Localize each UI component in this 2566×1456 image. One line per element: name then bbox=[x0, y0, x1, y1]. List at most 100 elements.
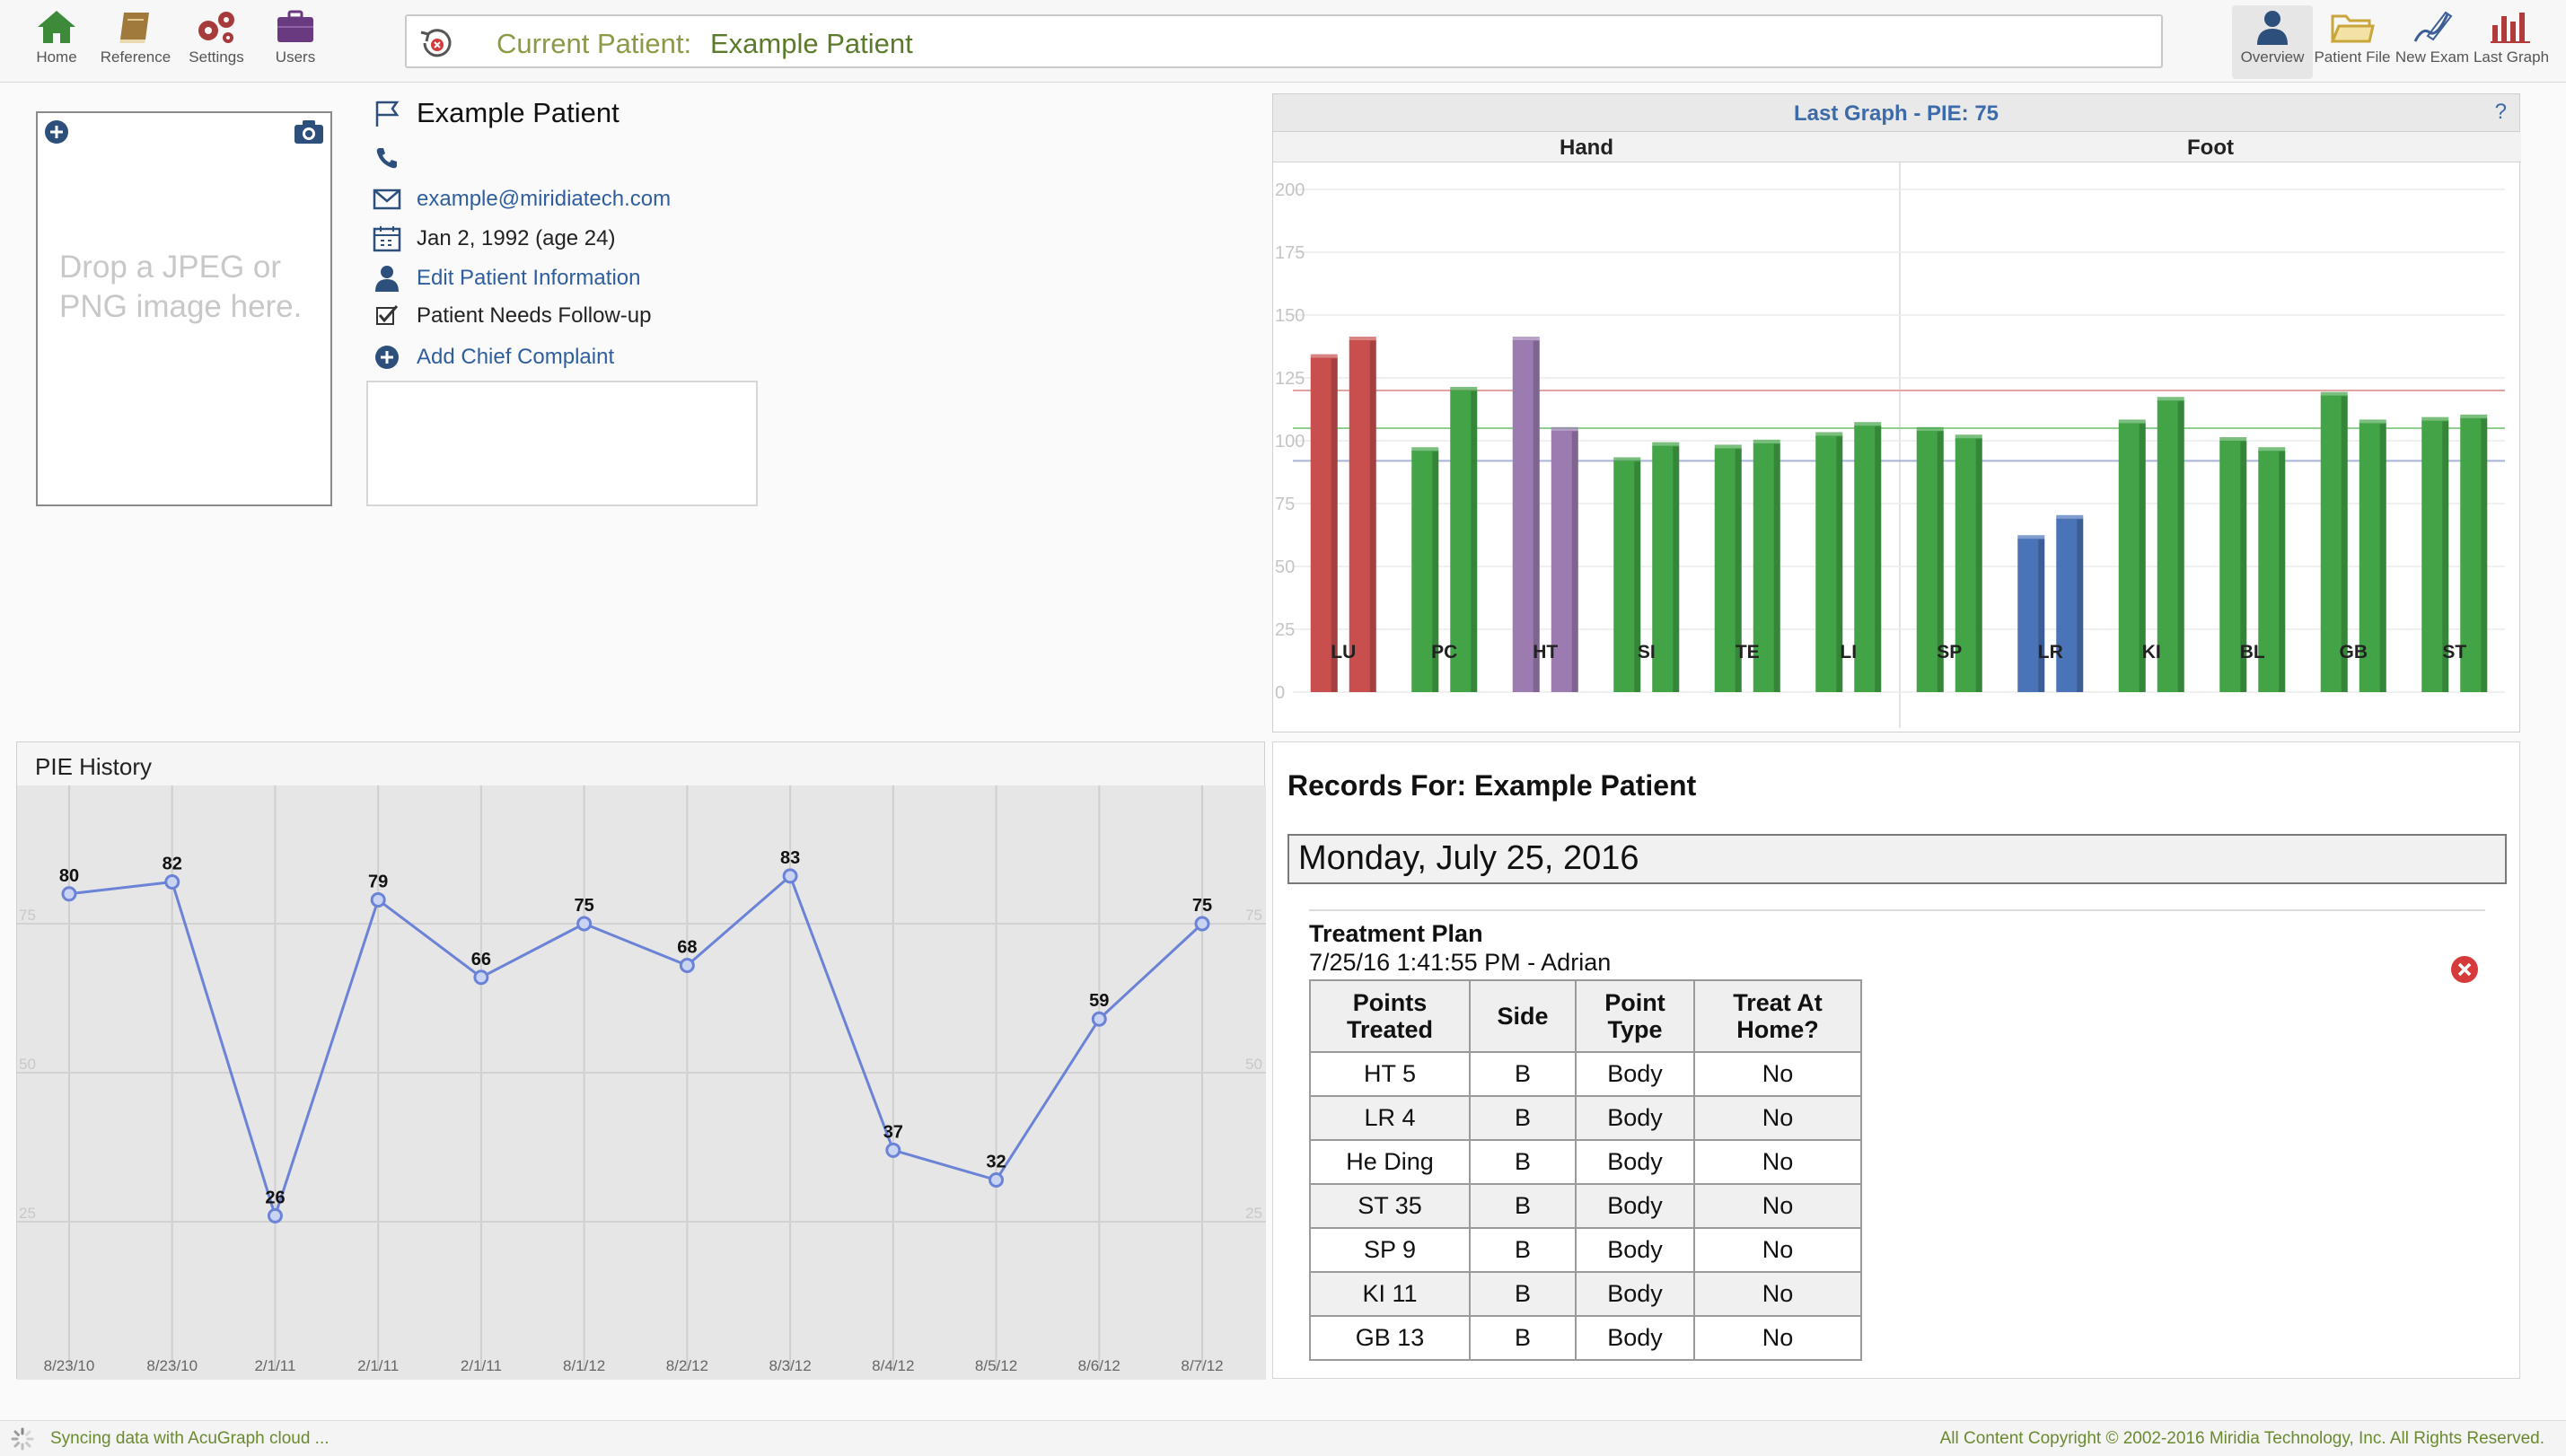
y-tick-label: 0 bbox=[1275, 683, 1285, 703]
records-date-header[interactable]: Monday, July 25, 2016 bbox=[1287, 834, 2507, 884]
cell-point-type: Body bbox=[1575, 1271, 1695, 1317]
cell-points-treated: LR 4 bbox=[1309, 1095, 1471, 1141]
col-point-type: Point Type bbox=[1575, 979, 1695, 1053]
reference-button[interactable]: Reference bbox=[95, 5, 176, 79]
bar bbox=[1450, 390, 1478, 692]
settings-button[interactable]: Settings bbox=[176, 5, 257, 79]
bar-top bbox=[1652, 442, 1680, 447]
bar-shade bbox=[2481, 417, 2488, 692]
x-tick-label: LI bbox=[1840, 642, 1857, 662]
last-graph-button[interactable]: Last Graph bbox=[2471, 5, 2552, 79]
bar bbox=[2258, 451, 2286, 692]
camera-icon[interactable] bbox=[293, 118, 325, 145]
briefcase-icon bbox=[277, 10, 313, 42]
col-treat-at-home: Treat At Home? bbox=[1693, 979, 1862, 1053]
y-tick-label: 100 bbox=[1275, 432, 1305, 452]
bar-top bbox=[2118, 419, 2146, 425]
bar-shade bbox=[2077, 518, 2084, 692]
current-patient-label: Current Patient: bbox=[497, 28, 692, 59]
data-label: 75 bbox=[575, 896, 594, 916]
x-tick-label: 2/1/11 bbox=[357, 1357, 399, 1374]
bar-shade bbox=[2139, 423, 2146, 692]
hand-section-label: Hand bbox=[1273, 132, 1900, 162]
help-button[interactable]: ? bbox=[2494, 100, 2507, 124]
current-patient-name: Example Patient bbox=[710, 28, 913, 59]
bar-top bbox=[1753, 439, 1780, 444]
add-complaint-row[interactable]: Add Chief Complaint bbox=[372, 339, 614, 375]
data-point bbox=[1194, 916, 1210, 932]
bar-top bbox=[1613, 457, 1641, 462]
bar-top bbox=[1551, 426, 1578, 432]
bar-top bbox=[1411, 447, 1439, 452]
cell-point-type: Body bbox=[1575, 1139, 1695, 1185]
person-icon bbox=[2257, 11, 2288, 45]
sync-status: Syncing data with AcuGraph cloud ... bbox=[50, 1429, 330, 1448]
cell-side: B bbox=[1469, 1227, 1577, 1273]
bar-top bbox=[2056, 514, 2084, 520]
cell-point-type: Body bbox=[1575, 1315, 1695, 1361]
table-row: SP 9 B Body No bbox=[1309, 1227, 1862, 1273]
bar bbox=[1955, 438, 1982, 692]
treatment-plan-title: Treatment Plan bbox=[1309, 920, 1483, 947]
y-tick-label-left: 75 bbox=[19, 907, 36, 924]
users-button[interactable]: Users bbox=[255, 5, 336, 79]
patient-email-link[interactable]: example@miridiatech.com bbox=[417, 187, 672, 211]
records-panel: Records For: Example Patient Monday, Jul… bbox=[1272, 741, 2520, 1379]
data-label: 37 bbox=[883, 1122, 903, 1142]
x-tick-label: 8/23/10 bbox=[146, 1357, 198, 1374]
x-tick-label: 8/1/12 bbox=[563, 1357, 605, 1374]
data-point bbox=[576, 916, 593, 932]
bar-shade bbox=[1836, 435, 1843, 692]
data-label: 26 bbox=[265, 1188, 285, 1207]
photo-drop-zone[interactable]: Drop a JPEG or PNG image here. bbox=[36, 111, 332, 506]
bar-shade bbox=[1571, 430, 1578, 692]
users-label: Users bbox=[275, 48, 316, 66]
chief-complaint-box[interactable] bbox=[366, 381, 758, 506]
pen-icon bbox=[2413, 11, 2453, 42]
flag-icon[interactable] bbox=[372, 98, 402, 128]
bar-shade bbox=[1533, 340, 1540, 692]
edit-patient-link[interactable]: Edit Patient Information bbox=[417, 266, 641, 290]
bar-shade bbox=[2177, 400, 2184, 692]
bar-shade bbox=[1937, 430, 1944, 692]
cell-points-treated: HT 5 bbox=[1309, 1051, 1471, 1097]
home-button[interactable]: Home bbox=[16, 5, 97, 79]
bar bbox=[1916, 430, 1944, 692]
edit-patient-row[interactable]: Edit Patient Information bbox=[372, 260, 640, 296]
add-photo-icon[interactable] bbox=[43, 118, 70, 145]
delete-record-icon[interactable] bbox=[2449, 954, 2480, 985]
cell-point-type: Body bbox=[1575, 1227, 1695, 1273]
bar bbox=[2320, 395, 2348, 692]
bar-top bbox=[2359, 419, 2386, 425]
data-label: 59 bbox=[1089, 991, 1109, 1011]
checkbox-checked-icon[interactable] bbox=[372, 301, 402, 331]
user-icon bbox=[375, 266, 399, 292]
photo-drop-line-2: PNG image here. bbox=[59, 289, 303, 324]
x-tick-label: 8/3/12 bbox=[769, 1357, 811, 1374]
table-row: LR 4 B Body No bbox=[1309, 1095, 1862, 1141]
x-tick-label: HT bbox=[1533, 642, 1558, 662]
cell-point-type: Body bbox=[1575, 1183, 1695, 1229]
data-label: 82 bbox=[163, 855, 182, 874]
patient-phone-row bbox=[372, 140, 417, 176]
data-point bbox=[370, 891, 386, 908]
bar-shade bbox=[1369, 340, 1376, 692]
followup-row[interactable]: Patient Needs Follow-up bbox=[372, 298, 651, 334]
patient-dob: Jan 2, 1992 (age 24) bbox=[417, 226, 616, 250]
bar-top bbox=[1349, 337, 1376, 341]
data-point bbox=[989, 1172, 1005, 1188]
new-exam-button[interactable]: New Exam bbox=[2392, 5, 2473, 79]
reference-label: Reference bbox=[100, 48, 171, 66]
patient-file-button[interactable]: Patient File bbox=[2312, 5, 2393, 79]
clear-patient-icon[interactable] bbox=[417, 25, 457, 61]
cell-side: B bbox=[1469, 1095, 1577, 1141]
col-side: Side bbox=[1469, 979, 1577, 1053]
bar-top bbox=[2258, 447, 2286, 452]
gears-icon bbox=[198, 12, 234, 43]
current-patient-bar[interactable]: Current Patient: Example Patient bbox=[405, 14, 2163, 68]
new-exam-label: New Exam bbox=[2395, 48, 2470, 66]
treatment-plan-meta: 7/25/16 1:41:55 PM - Adrian bbox=[1309, 949, 1612, 976]
overview-button[interactable]: Overview bbox=[2232, 5, 2313, 79]
add-complaint-link[interactable]: Add Chief Complaint bbox=[417, 345, 615, 369]
col-points-treated-line-1: Points bbox=[1352, 989, 1428, 1016]
